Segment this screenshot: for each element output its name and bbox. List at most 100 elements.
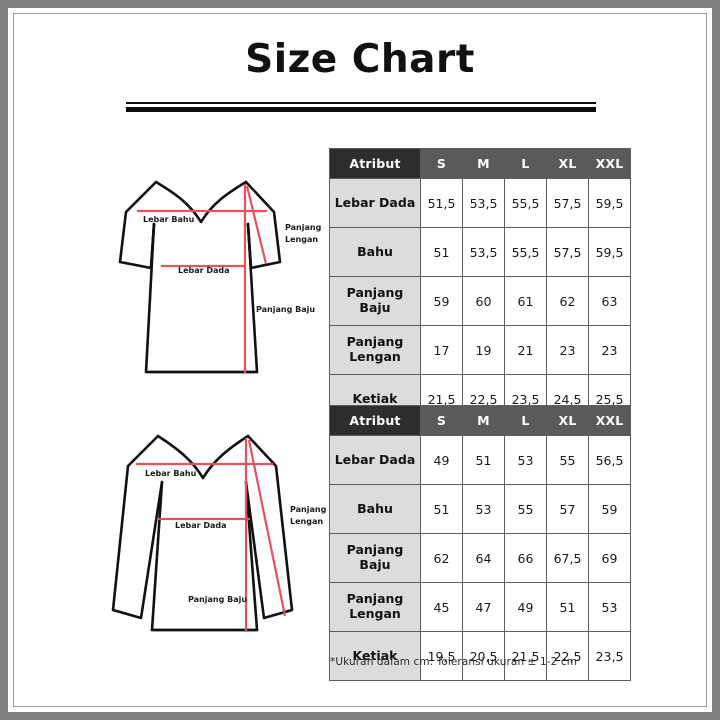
- table-header-row: Atribut S M L XL XXL: [329, 405, 631, 436]
- cell-value: 57,5: [546, 178, 589, 228]
- cell-value: 17: [420, 325, 463, 375]
- cell-value: 59: [588, 484, 631, 534]
- cell-value: 59,5: [588, 178, 631, 228]
- column-header-xl: XL: [546, 148, 589, 179]
- cell-value: 23: [588, 325, 631, 375]
- row-label-line1: Panjang: [346, 591, 404, 607]
- cell-value: 61: [504, 276, 547, 326]
- column-header-xxl: XXL: [588, 148, 631, 179]
- row-label: Bahu: [329, 227, 421, 277]
- table-row: Lebar Dada 49 51 53 55 56,5: [329, 435, 631, 485]
- row-label-line2: Baju: [359, 557, 391, 572]
- measurement-lines: [137, 184, 268, 373]
- cell-value: 53: [462, 484, 505, 534]
- row-label-line2: Lengan: [349, 349, 401, 364]
- column-header-l: L: [504, 148, 547, 179]
- row-label: Panjang Baju: [329, 276, 421, 326]
- size-table-long-sleeve: Atribut S M L XL XXL Lebar Dada 49 51 53: [329, 405, 631, 681]
- cell-value: 49: [504, 582, 547, 632]
- column-header-xxl: XXL: [588, 405, 631, 436]
- cell-value: 51: [462, 435, 505, 485]
- table-header-row: Atribut S M L XL XXL: [329, 148, 631, 179]
- label-shoulder-width: Lebar Bahu: [143, 215, 195, 224]
- cell-value: 57: [546, 484, 589, 534]
- row-label-line1: Panjang: [346, 542, 404, 558]
- sleeve-length-line: [247, 439, 287, 617]
- table-row: Ketiak 19,5 20,5 21,5 22,5 23,5: [329, 631, 631, 681]
- label-shoulder-width: Lebar Bahu: [145, 469, 197, 478]
- cell-value: 22,5: [546, 631, 589, 681]
- row-label: Lebar Dada: [329, 178, 421, 228]
- label-chest-width: Lebar Dada: [175, 521, 227, 530]
- column-header-atribut: Atribut: [329, 148, 421, 179]
- cell-value: 53: [588, 582, 631, 632]
- cell-value: 67,5: [546, 533, 589, 583]
- table-row: Panjang Lengan 45 47 49 51 53: [329, 582, 631, 632]
- row-label-line2: Baju: [359, 300, 391, 315]
- size-table: Atribut S M L XL XXL Lebar Dada 51,5 53,…: [329, 148, 631, 424]
- table-row: Lebar Dada 51,5 53,5 55,5 57,5 59,5: [329, 178, 631, 228]
- row-label-line1: Panjang: [346, 334, 404, 350]
- size-table-short-sleeve: Atribut S M L XL XXL Lebar Dada 51,5 53,…: [329, 148, 631, 424]
- column-header-m: M: [462, 405, 505, 436]
- short-sleeve-illustration: Lebar Bahu Lebar Dada Panjang Lengan Pan…: [104, 160, 322, 398]
- cell-value: 53,5: [462, 178, 505, 228]
- row-label: Panjang Lengan: [329, 582, 421, 632]
- table-row: Panjang Lengan 17 19 21 23 23: [329, 325, 631, 375]
- column-header-xl: XL: [546, 405, 589, 436]
- garment-outline: [111, 434, 294, 632]
- cell-value: 21: [504, 325, 547, 375]
- label-body-length: Panjang Baju: [256, 305, 315, 314]
- row-label: Panjang Lengan: [329, 325, 421, 375]
- column-header-s: S: [420, 405, 463, 436]
- cell-value: 55,5: [504, 178, 547, 228]
- cell-value: 51: [546, 582, 589, 632]
- long-sleeve-illustration: Lebar Bahu Lebar Dada Panjang Lengan Pan…: [100, 420, 328, 646]
- cell-value: 51: [420, 227, 463, 277]
- cell-value: 63: [588, 276, 631, 326]
- cell-value: 55: [504, 484, 547, 534]
- cell-value: 53: [504, 435, 547, 485]
- cell-value: 62: [546, 276, 589, 326]
- column-header-m: M: [462, 148, 505, 179]
- cell-value: 20,5: [462, 631, 505, 681]
- cell-value: 56,5: [588, 435, 631, 485]
- cell-value: 51,5: [420, 178, 463, 228]
- cell-value: 19: [462, 325, 505, 375]
- column-header-atribut: Atribut: [329, 405, 421, 436]
- cell-value: 64: [462, 533, 505, 583]
- table-row: Panjang Baju 62 64 66 67,5 69: [329, 533, 631, 583]
- page-title: Size Chart: [245, 37, 475, 82]
- cell-value: 55,5: [504, 227, 547, 277]
- column-header-s: S: [420, 148, 463, 179]
- cell-value: 62: [420, 533, 463, 583]
- cell-value: 55: [546, 435, 589, 485]
- cell-value: 69: [588, 533, 631, 583]
- row-label-line1: Panjang: [346, 285, 404, 301]
- title-rule-thin: [126, 102, 596, 104]
- size-table: Atribut S M L XL XXL Lebar Dada 49 51 53: [329, 405, 631, 681]
- table-row: Panjang Baju 59 60 61 62 63: [329, 276, 631, 326]
- title-block: Size Chart: [8, 37, 712, 82]
- cell-value: 59: [420, 276, 463, 326]
- cell-value: 19,5: [420, 631, 463, 681]
- cell-value: 23,5: [588, 631, 631, 681]
- cell-value: 49: [420, 435, 463, 485]
- cell-value: 66: [504, 533, 547, 583]
- table-row: Bahu 51 53 55 57 59: [329, 484, 631, 534]
- measurement-footnote: *Ukuran dalam cm. Toleransi ukuran ± 1-2…: [330, 656, 578, 668]
- row-label: Ketiak: [329, 631, 421, 681]
- cell-value: 21,5: [504, 631, 547, 681]
- label-sleeve-length-line1: Panjang: [290, 505, 327, 514]
- label-body-length: Panjang Baju: [188, 595, 247, 604]
- column-header-l: L: [504, 405, 547, 436]
- cell-value: 51: [420, 484, 463, 534]
- label-chest-width: Lebar Dada: [178, 266, 230, 275]
- cell-value: 47: [462, 582, 505, 632]
- label-sleeve-length-line1: Panjang: [285, 223, 322, 232]
- table-row: Bahu 51 53,5 55,5 57,5 59,5: [329, 227, 631, 277]
- cell-value: 60: [462, 276, 505, 326]
- row-label: Lebar Dada: [329, 435, 421, 485]
- cell-value: 45: [420, 582, 463, 632]
